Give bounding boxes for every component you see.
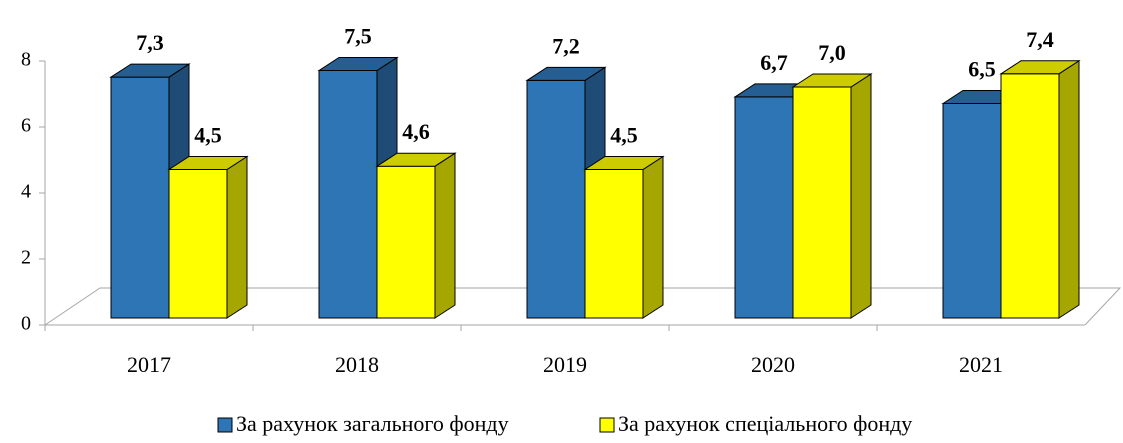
bar-top <box>583 156 665 170</box>
bar <box>791 73 873 319</box>
bar-side <box>434 152 456 319</box>
x-tick-label: 2017 <box>127 352 171 377</box>
x-tick-label: 2021 <box>959 352 1003 377</box>
bar-side <box>642 155 664 319</box>
bar-front <box>734 96 794 319</box>
y-tick-label: 8 <box>21 49 31 71</box>
bar-front <box>318 70 378 319</box>
x-tick-label: 2019 <box>543 352 587 377</box>
bar-top <box>525 66 607 81</box>
bar-front <box>584 169 644 319</box>
bar <box>583 155 665 319</box>
data-label: 4,6 <box>402 119 430 144</box>
bar-top <box>109 63 191 78</box>
legend-swatch <box>217 417 233 433</box>
bar-front <box>1000 73 1060 319</box>
bar-side <box>850 73 872 319</box>
data-label: 4,5 <box>610 123 638 148</box>
bar-top <box>317 57 399 71</box>
bar <box>167 155 249 319</box>
y-tick-label: 0 <box>21 313 31 335</box>
y-tick-label: 2 <box>21 247 31 269</box>
x-tick-label: 2018 <box>335 352 379 377</box>
bar-front <box>526 79 586 319</box>
bar <box>999 59 1081 319</box>
bar-top <box>791 73 873 88</box>
bar-side <box>226 155 248 319</box>
bar-top <box>375 152 457 167</box>
data-label: 7,0 <box>818 40 846 65</box>
bar-front <box>168 169 228 319</box>
data-label: 4,5 <box>194 123 222 148</box>
data-label: 7,3 <box>136 30 164 55</box>
data-label: 7,4 <box>1026 27 1054 52</box>
data-label: 6,7 <box>760 50 788 75</box>
bar <box>375 152 457 319</box>
data-label: 6,5 <box>968 57 996 82</box>
y-tick-label: 6 <box>21 115 31 137</box>
bar-front <box>792 86 852 319</box>
legend-label: За рахунок загального фонду <box>236 411 509 436</box>
data-label: 7,2 <box>552 33 580 58</box>
bar-front <box>376 165 436 319</box>
bar-front <box>942 103 1002 319</box>
legend-label: За рахунок спеціального фонду <box>618 411 912 436</box>
bar-side <box>1058 59 1080 319</box>
legend-swatch <box>599 417 615 433</box>
x-tick-label: 2020 <box>751 352 795 377</box>
data-label: 7,5 <box>344 24 372 49</box>
bar-front <box>110 76 170 319</box>
bar-top <box>167 156 249 170</box>
y-tick-label: 4 <box>21 181 31 203</box>
bar-top <box>999 60 1081 75</box>
